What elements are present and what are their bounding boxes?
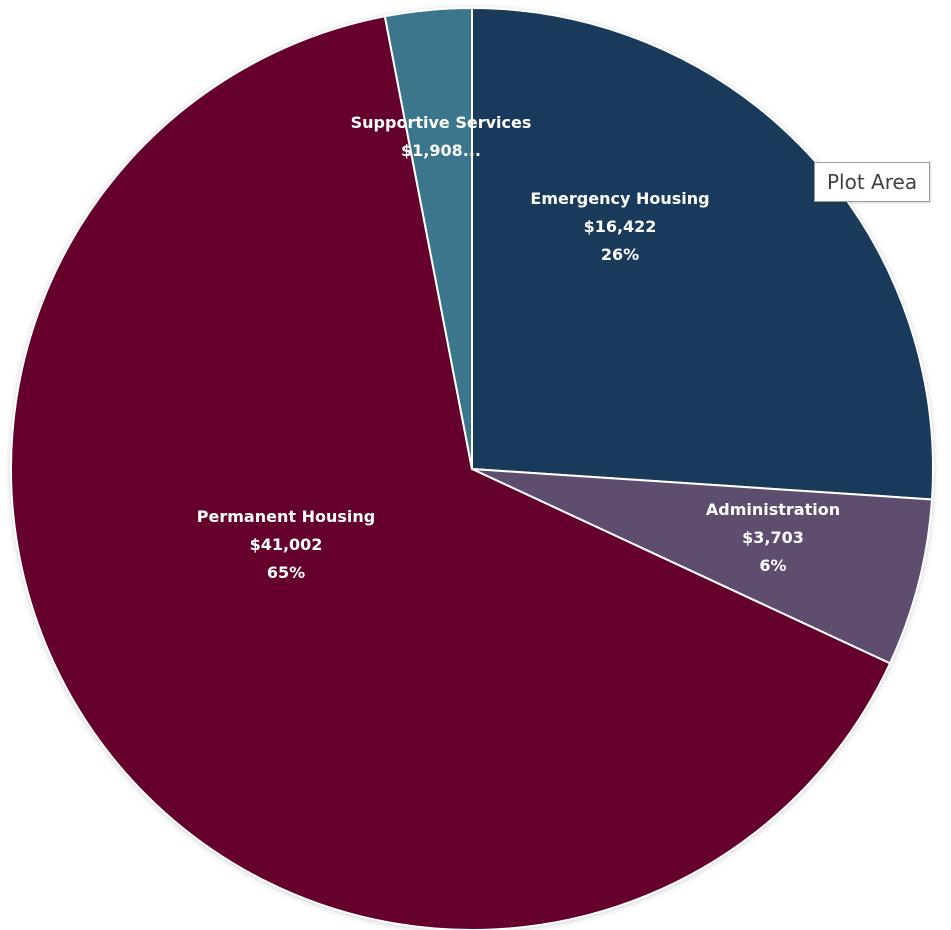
data-label-emergency-housing-value: $16,422	[584, 217, 657, 236]
data-label-permanent-housing-label: Permanent Housing	[197, 507, 375, 526]
pie-slice-administration[interactable]	[471, 468, 934, 665]
data-label-administration-value: $3,703	[742, 528, 804, 547]
data-label-emergency-housing-percent: 26%	[601, 245, 639, 264]
data-label-permanent-housing-percent: 65%	[267, 563, 305, 582]
data-label-supportive-services-value: $1,908...	[401, 141, 481, 160]
plot-area-tooltip: Plot Area	[814, 162, 931, 202]
data-label-supportive-services-label: Supportive Services	[351, 113, 532, 132]
data-labels: Emergency Housing $16,422 26% Administratio…	[197, 113, 840, 582]
pie-slice-supportive-services[interactable]	[383, 6, 473, 470]
data-label-administration-percent: 6%	[759, 556, 786, 575]
pie-slice-emergency-housing[interactable]	[471, 6, 934, 501]
data-label-permanent-housing-value: $41,002	[250, 535, 323, 554]
data-label-emergency-housing-label: Emergency Housing	[530, 189, 709, 208]
data-label-administration-label: Administration	[706, 500, 840, 519]
pie-slices	[10, 6, 934, 930]
pie-slice-permanent-housing[interactable]	[10, 15, 892, 930]
